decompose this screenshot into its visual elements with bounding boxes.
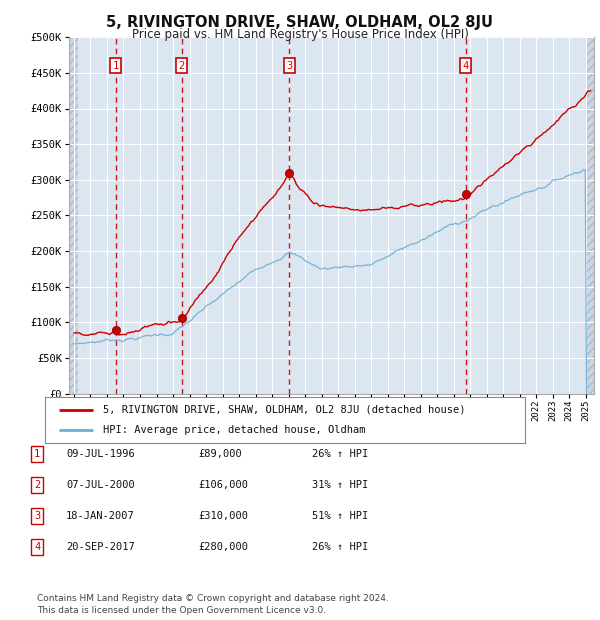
Text: 07-JUL-2000: 07-JUL-2000 [66, 480, 135, 490]
Text: 26% ↑ HPI: 26% ↑ HPI [312, 542, 368, 552]
Text: £310,000: £310,000 [198, 511, 248, 521]
Text: £106,000: £106,000 [198, 480, 248, 490]
Bar [587, 37, 594, 394]
Text: 3: 3 [34, 511, 40, 521]
Text: 2: 2 [34, 480, 40, 490]
Text: 5, RIVINGTON DRIVE, SHAW, OLDHAM, OL2 8JU (detached house): 5, RIVINGTON DRIVE, SHAW, OLDHAM, OL2 8J… [103, 405, 465, 415]
Text: 20-SEP-2017: 20-SEP-2017 [66, 542, 135, 552]
Text: £280,000: £280,000 [198, 542, 248, 552]
Text: 31% ↑ HPI: 31% ↑ HPI [312, 480, 368, 490]
Bar [69, 37, 78, 394]
Text: 51% ↑ HPI: 51% ↑ HPI [312, 511, 368, 521]
Text: £89,000: £89,000 [198, 449, 242, 459]
Text: 09-JUL-1996: 09-JUL-1996 [66, 449, 135, 459]
Text: 5, RIVINGTON DRIVE, SHAW, OLDHAM, OL2 8JU: 5, RIVINGTON DRIVE, SHAW, OLDHAM, OL2 8J… [107, 16, 493, 30]
Text: 4: 4 [34, 542, 40, 552]
Text: 1: 1 [34, 449, 40, 459]
Text: Price paid vs. HM Land Registry's House Price Index (HPI): Price paid vs. HM Land Registry's House … [131, 28, 469, 41]
Text: 1: 1 [112, 61, 119, 71]
Text: 4: 4 [463, 61, 469, 71]
Text: 26% ↑ HPI: 26% ↑ HPI [312, 449, 368, 459]
Text: HPI: Average price, detached house, Oldham: HPI: Average price, detached house, Oldh… [103, 425, 365, 435]
Text: 18-JAN-2007: 18-JAN-2007 [66, 511, 135, 521]
Text: Contains HM Land Registry data © Crown copyright and database right 2024.
This d: Contains HM Land Registry data © Crown c… [37, 594, 389, 615]
Bar [587, 37, 594, 394]
Text: 3: 3 [286, 61, 292, 71]
Text: 2: 2 [178, 61, 185, 71]
Bar [69, 37, 78, 394]
